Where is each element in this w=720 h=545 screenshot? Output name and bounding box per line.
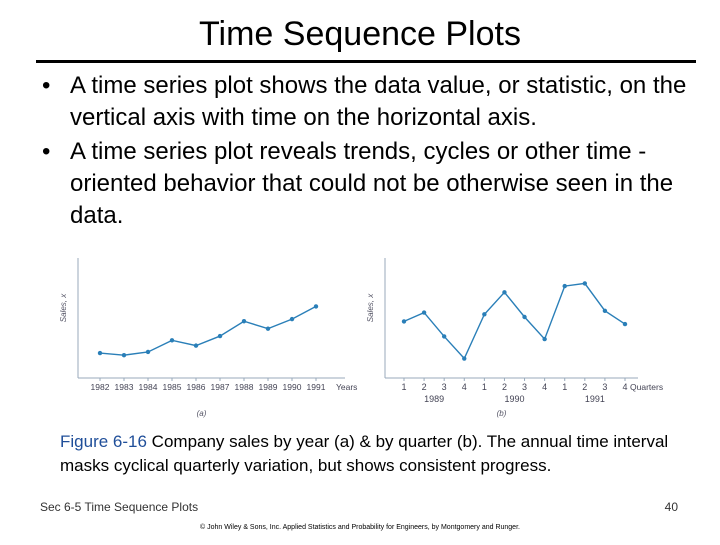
x-axis-label: Years (336, 382, 357, 392)
series-line (99, 305, 317, 356)
bullet-text: A time series plot shows the data value,… (70, 72, 687, 131)
x-tick-label: 1 (401, 382, 406, 392)
x-tick-label: 1984 (139, 382, 158, 392)
figure-caption: Figure 6-16 Company sales by year (a) & … (60, 430, 680, 478)
x-tick-label: 4 (462, 382, 467, 392)
x-tick-label: 1983 (115, 382, 134, 392)
x-tick-label: 2 (582, 382, 587, 392)
x-tick-label: 1991 (307, 382, 326, 392)
x-tick-label: 1 (562, 382, 567, 392)
data-point (602, 308, 608, 314)
x-tick-label: 3 (442, 382, 447, 392)
bullet-list: • A time series plot shows the data valu… (30, 70, 690, 234)
x-group-label: 1990 (504, 394, 524, 404)
bullet-item: • A time series plot shows the data valu… (30, 70, 690, 134)
data-point (441, 334, 447, 339)
y-axis-label: Sales, x (366, 293, 375, 322)
x-tick-label: 1982 (91, 382, 110, 392)
x-tick-label: 1987 (211, 382, 230, 392)
data-point (582, 281, 588, 286)
caption-text: Company sales by year (a) & by quarter (… (60, 432, 669, 475)
data-point (313, 304, 319, 309)
data-point (542, 336, 547, 342)
x-tick-label: 1990 (283, 382, 302, 392)
x-tick-label: 1986 (187, 382, 206, 392)
data-point (522, 314, 527, 320)
x-group-label: 1989 (424, 394, 444, 404)
bullet-marker: • (42, 72, 51, 99)
data-point (217, 333, 223, 339)
data-point (562, 283, 567, 289)
series-line (403, 282, 626, 360)
data-point (622, 321, 628, 327)
data-point (169, 338, 175, 343)
x-tick-label: 3 (522, 382, 527, 392)
x-tick-label: 1985 (163, 382, 182, 392)
panel-label: (b) (497, 409, 507, 418)
data-point (265, 326, 271, 331)
data-point (289, 316, 295, 322)
x-tick-label: 2 (502, 382, 507, 392)
x-tick-label: 3 (602, 382, 607, 392)
x-axis-label: Quarters (630, 382, 663, 392)
page-number: 40 (664, 500, 678, 514)
slide-title: Time Sequence Plots (199, 15, 521, 53)
x-tick-label: 1989 (259, 382, 278, 392)
x-tick-label: 4 (622, 382, 627, 392)
bullet-marker: • (42, 138, 51, 165)
x-tick-label: 2 (422, 382, 427, 392)
x-tick-label: 1 (482, 382, 487, 392)
x-tick-label: 1988 (235, 382, 254, 392)
data-point (462, 356, 467, 361)
x-tick-label: 4 (542, 382, 547, 392)
data-point (421, 310, 427, 315)
data-point (502, 290, 507, 295)
copyright-notice: © John Wiley & Sons, Inc. Applied Statis… (200, 524, 520, 531)
data-point (193, 343, 199, 348)
data-point (121, 352, 127, 358)
data-point (241, 319, 247, 324)
title-divider (36, 60, 696, 63)
y-axis-label: Sales, x (59, 293, 68, 322)
bullet-item: • A time series plot reveals trends, cyc… (30, 136, 690, 232)
footer-section-label: Sec 6-5 Time Sequence Plots (40, 500, 199, 514)
plot-area (385, 252, 638, 378)
data-point (482, 312, 487, 317)
x-group-label: 1991 (585, 394, 605, 404)
data-point (401, 319, 407, 324)
data-point (145, 349, 151, 355)
plot-area (78, 252, 345, 378)
caption-label: Figure 6-16 (60, 432, 147, 451)
bullet-text: A time series plot reveals trends, cycle… (70, 138, 674, 229)
panel-label: (a) (197, 409, 207, 418)
data-point (97, 350, 103, 356)
